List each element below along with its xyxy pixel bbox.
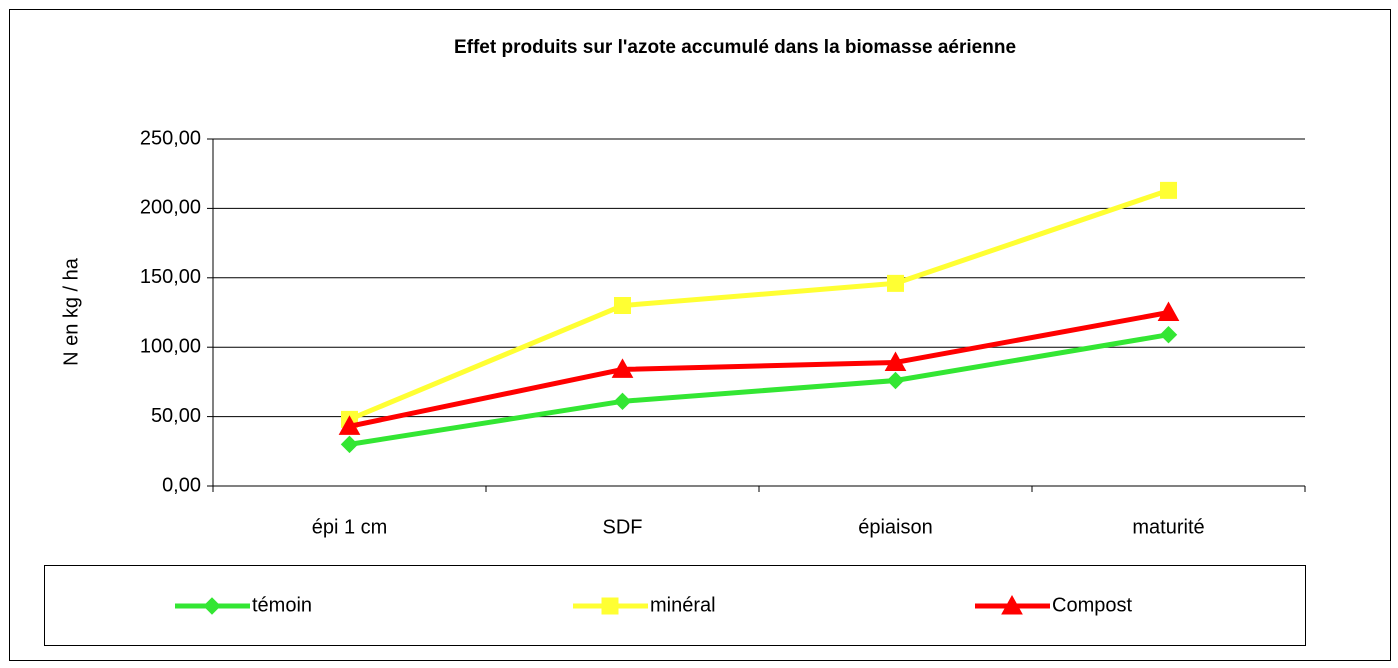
y-tick-label: 100,00 xyxy=(140,335,201,357)
y-tick-label: 150,00 xyxy=(140,266,201,288)
y-axis-label: N en kg / ha xyxy=(60,257,82,366)
series-marker xyxy=(611,358,634,378)
series-marker xyxy=(614,297,631,315)
series-marker xyxy=(338,415,361,435)
y-tick-label: 0,00 xyxy=(162,474,201,496)
y-tick-label: 200,00 xyxy=(140,197,201,219)
series-line xyxy=(349,332,1169,447)
series-marker xyxy=(340,435,359,454)
chart-title: Effet produits sur l'azote accumulé dans… xyxy=(454,37,1016,58)
legend-label: témoin xyxy=(252,594,312,616)
legend-marker xyxy=(1001,594,1023,615)
legend-box xyxy=(44,565,1306,646)
x-tick-label: SDF xyxy=(603,516,643,538)
y-tick-label: 50,00 xyxy=(151,405,201,427)
y-tick-label: 250,00 xyxy=(140,127,201,149)
legend-label: minéral xyxy=(650,594,716,616)
series-marker xyxy=(613,392,632,411)
series-marker xyxy=(884,351,907,371)
series-marker xyxy=(1159,326,1178,344)
series-line xyxy=(348,187,1170,422)
legend-label: Compost xyxy=(1052,594,1132,616)
series-marker xyxy=(1157,301,1180,321)
chart-border xyxy=(9,9,1391,661)
x-tick-label: épi 1 cm xyxy=(312,516,388,538)
x-tick-label: épiaison xyxy=(858,516,933,538)
series-marker xyxy=(1160,181,1177,199)
series-marker xyxy=(886,371,905,390)
series-marker xyxy=(887,274,904,292)
series-line xyxy=(348,310,1169,429)
legend-marker xyxy=(601,597,619,615)
x-tick-label: maturité xyxy=(1132,516,1204,538)
legend-marker xyxy=(203,597,221,615)
